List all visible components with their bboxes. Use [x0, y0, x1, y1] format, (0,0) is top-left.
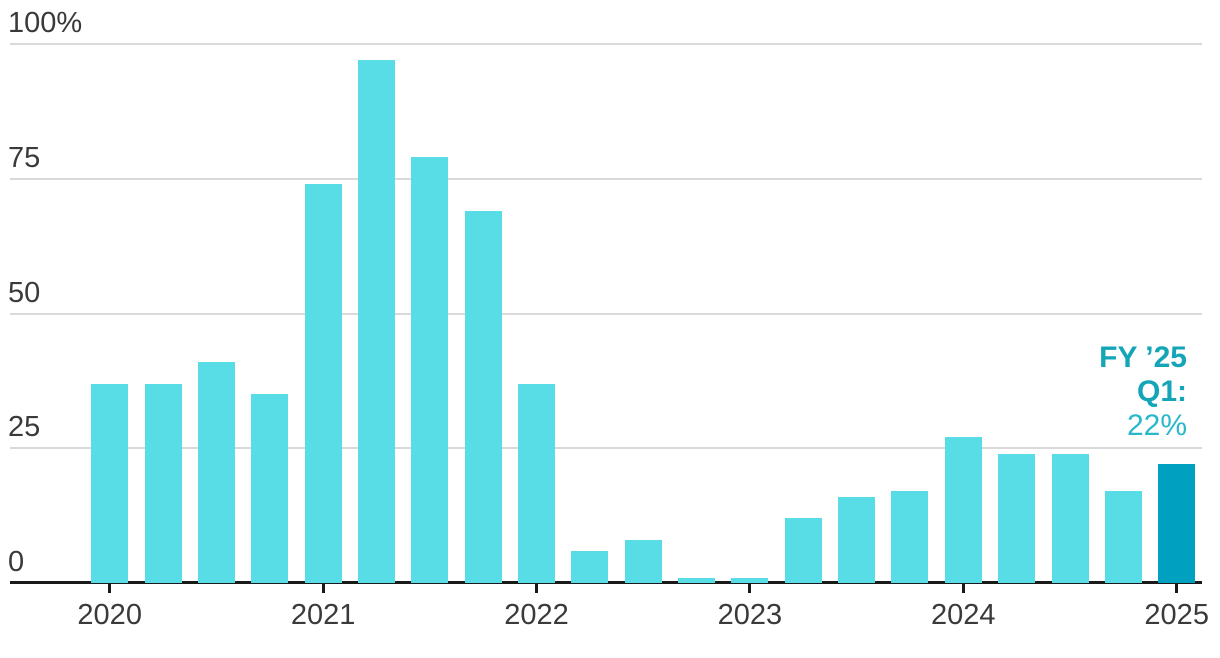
bar-fy-24-q2 — [998, 453, 1036, 583]
x-axis-label-2022: 2022 — [504, 599, 569, 631]
bar-fy-23-q2 — [784, 518, 822, 583]
bar-fy-24-q3 — [1051, 453, 1089, 583]
x-axis-label-2024: 2024 — [931, 599, 996, 631]
bar-fy-25-q1 — [1158, 464, 1196, 583]
x-axis-label-2025: 2025 — [1144, 599, 1209, 631]
y-axis-label-0: 0 — [8, 546, 25, 578]
gridline-25 — [10, 447, 1202, 450]
x-axis-label-2020: 2020 — [77, 599, 142, 631]
bar-fy-20-q3 — [197, 362, 235, 583]
x-axis-label-2023: 2023 — [717, 599, 783, 631]
bar-fy-24-q1 — [944, 437, 982, 583]
annotation-value-label: 22% — [1126, 409, 1187, 442]
bar-fy-22-q4 — [678, 577, 716, 583]
bar-fy-20-q1 — [91, 383, 129, 583]
bar-fy-22-q2 — [571, 550, 609, 583]
bar-fy-21-q2 — [357, 60, 395, 583]
bar-fy-20-q4 — [251, 394, 289, 583]
bar-fy-21-q4 — [464, 211, 502, 583]
y-axis-label-100: 100% — [8, 7, 83, 39]
x-axis-tick-2023 — [748, 583, 752, 593]
bar-fy-22-q3 — [624, 539, 662, 583]
y-axis-label-50: 50 — [8, 276, 41, 309]
x-axis-tick-2024 — [961, 583, 965, 593]
y-axis-label-25: 25 — [8, 411, 41, 444]
bar-fy-23-q1 — [731, 577, 769, 583]
bar-fy-23-q3 — [838, 496, 876, 583]
highlight-annotation: FY ’25 Q1: 22% — [1099, 341, 1187, 443]
bar-fy-23-q4 — [891, 491, 929, 583]
bar-fy-22-q1 — [518, 383, 555, 583]
x-axis-tick-2022 — [535, 583, 538, 593]
gridline-75 — [10, 177, 1202, 180]
bar-fy-20-q2 — [144, 383, 182, 583]
annotation-quarter-label: Q1: — [1136, 375, 1187, 408]
x-axis-tick-2021 — [321, 583, 325, 593]
x-axis-tick-2020 — [108, 583, 112, 593]
x-axis-tick-2025 — [1175, 583, 1179, 593]
bar-fy-21-q3 — [411, 157, 449, 583]
annotation-fiscal-year-label: FY ’25 — [1099, 341, 1187, 374]
bar-fy-21-q1 — [304, 184, 342, 583]
x-axis-label-2021: 2021 — [290, 599, 356, 631]
bar-fy-24-q4 — [1104, 491, 1142, 583]
gridline-100 — [10, 43, 1202, 45]
gridline-50 — [10, 312, 1202, 315]
y-axis-label-75: 75 — [8, 141, 41, 174]
